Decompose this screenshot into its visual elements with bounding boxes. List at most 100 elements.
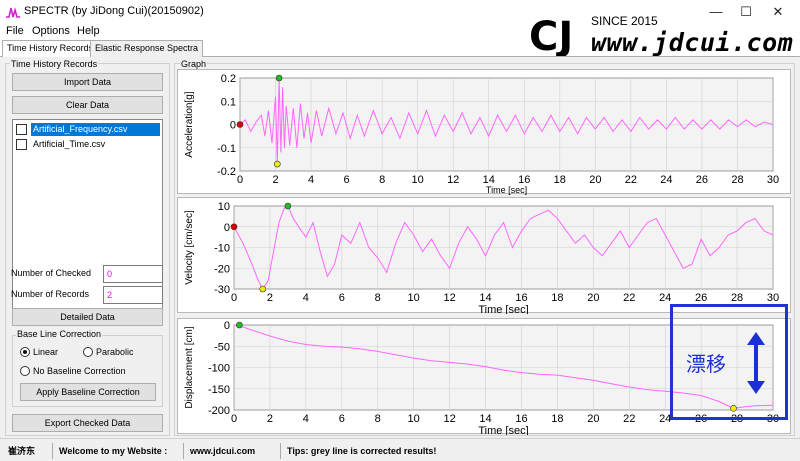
y-axis-label: Velocity [cm/sec] <box>184 210 195 285</box>
x-tick-label: 22 <box>625 174 637 186</box>
records-count-field[interactable]: 2 <box>103 286 163 304</box>
radio-linear[interactable] <box>20 347 30 357</box>
radio-parabolic-label: Parabolic <box>96 347 134 357</box>
x-tick-label: 14 <box>479 292 491 304</box>
status-bar: 崔济东 Welcome to my Website : www.jdcui.co… <box>0 438 800 461</box>
minimize-button[interactable]: — <box>709 4 723 19</box>
x-axis-label: Time [sec] <box>486 185 527 195</box>
tab-elastic-spectra[interactable]: Elastic Response Spectra <box>90 40 204 57</box>
acceleration-series-line <box>239 77 774 165</box>
x-tick-label: 2 <box>267 292 273 304</box>
file-name: Artificial_Time.csv <box>33 139 106 149</box>
app-logo-icon <box>6 7 20 18</box>
logo-mark-icon: CJ <box>529 14 573 60</box>
acceleration-chart[interactable]: 0 2 4 6 8 10 12 14 16 18 20 22 24 26 28 30 -0.2 -0.1 0 0.1 0… <box>177 69 791 195</box>
file-checkbox[interactable] <box>16 124 27 135</box>
checked-count-label: Number of Checked <box>11 268 92 278</box>
x-tick-label: 8 <box>375 292 381 304</box>
x-tick-label: 10 <box>408 292 420 304</box>
records-count-label: Number of Records <box>11 289 90 299</box>
maximize-button[interactable]: ☐ <box>740 4 752 19</box>
file-checkbox[interactable] <box>16 139 27 150</box>
status-website: www.jdcui.com <box>183 443 255 459</box>
displacement-chart[interactable]: 0 2 4 6 8 10 12 14 16 18 20 22 24 26 28 30 -200 -150 -100-… <box>177 318 791 435</box>
x-tick-label: 30 <box>767 292 779 304</box>
min-marker <box>259 285 267 293</box>
menu-options[interactable]: Options <box>32 25 70 37</box>
tab-time-history[interactable]: Time History Records <box>2 40 99 58</box>
drift-highlight-box <box>670 304 788 420</box>
y-tick-label: -200 <box>208 405 230 417</box>
y-tick-label: -150 <box>208 384 230 396</box>
apply-baseline-button[interactable]: Apply Baseline Correction <box>20 383 156 401</box>
y-tick-label: -30 <box>214 284 230 296</box>
radio-no-baseline[interactable] <box>20 366 30 376</box>
x-tick-label: 14 <box>483 174 495 186</box>
x-tick-label: 16 <box>515 413 527 425</box>
y-tick-label: 10 <box>218 201 230 213</box>
graph-group-label: Graph <box>180 59 208 69</box>
x-tick-label: 24 <box>659 413 671 425</box>
min-marker <box>274 160 281 168</box>
start-marker <box>236 121 244 128</box>
x-tick-label: 26 <box>695 292 707 304</box>
close-button[interactable]: ✕ <box>772 4 784 19</box>
min-marker <box>730 405 737 412</box>
drift-label: 漂移 <box>686 352 726 376</box>
max-marker <box>236 321 243 329</box>
detailed-data-button[interactable]: Detailed Data <box>12 308 163 326</box>
time-history-group-label: Time History Records <box>10 59 99 69</box>
import-data-button[interactable]: Import Data <box>12 73 163 91</box>
radio-linear-label: Linear <box>33 347 59 357</box>
export-checked-button[interactable]: Export Checked Data <box>12 414 163 432</box>
x-tick-label: 0 <box>237 174 243 186</box>
x-tick-label: 28 <box>731 292 743 304</box>
clear-data-button[interactable]: Clear Data <box>12 96 163 114</box>
logo-url: www.jdcui.com <box>591 28 794 57</box>
menu-bar: File Options Help <box>0 24 800 40</box>
y-tick-label: 0.2 <box>221 73 236 85</box>
x-tick-label: 0 <box>231 413 237 425</box>
status-author: 崔济东 <box>8 446 36 456</box>
displacement-series-line <box>233 324 774 409</box>
x-axis-label: Time [sec] <box>478 425 528 435</box>
y-tick-label: -100 <box>208 363 230 375</box>
x-tick-label: 10 <box>408 413 420 425</box>
x-tick-label: 8 <box>375 413 381 425</box>
x-tick-label: 18 <box>554 174 566 186</box>
velocity-series-line <box>233 205 774 290</box>
y-tick-label: -0.2 <box>217 166 236 178</box>
x-tick-label: 12 <box>443 413 455 425</box>
x-tick-label: 6 <box>344 174 350 186</box>
x-tick-label: 16 <box>518 174 530 186</box>
y-axis-label: Displacement [cm] <box>184 326 195 408</box>
x-tick-label: 20 <box>587 292 599 304</box>
x-tick-label: 6 <box>339 413 345 425</box>
status-welcome: Welcome to my Website : <box>52 443 167 459</box>
menu-help[interactable]: Help <box>77 25 100 37</box>
file-name: Artificial_Frequency.csv <box>31 123 160 136</box>
x-tick-label: 26 <box>696 174 708 186</box>
x-tick-label: 30 <box>767 174 779 186</box>
x-tick-label: 6 <box>339 292 345 304</box>
checked-count-field[interactable]: 0 <box>103 265 163 283</box>
x-tick-label: 20 <box>587 413 599 425</box>
x-tick-label: 18 <box>551 292 563 304</box>
x-tick-label: 22 <box>623 413 635 425</box>
menu-file[interactable]: File <box>6 25 24 37</box>
velocity-chart[interactable]: 0 2 4 6 8 10 12 14 16 18 20 22 24 26 28 30 -30 -20 -10 0 10 T… <box>177 197 791 314</box>
x-tick-label: 2 <box>272 174 278 186</box>
x-tick-label: 14 <box>479 413 491 425</box>
x-tick-label: 20 <box>589 174 601 186</box>
logo-since: SINCE 2015 <box>591 14 658 28</box>
radio-parabolic[interactable] <box>83 347 93 357</box>
y-tick-label: -20 <box>214 263 230 275</box>
x-tick-label: 24 <box>660 174 672 186</box>
x-tick-label: 0 <box>231 292 237 304</box>
graph-group <box>174 63 795 436</box>
y-tick-label: 0 <box>224 222 230 234</box>
x-tick-label: 22 <box>623 292 635 304</box>
y-tick-label: 0.1 <box>221 96 236 108</box>
y-tick-label: -10 <box>214 243 230 255</box>
x-tick-label: 4 <box>303 292 309 304</box>
